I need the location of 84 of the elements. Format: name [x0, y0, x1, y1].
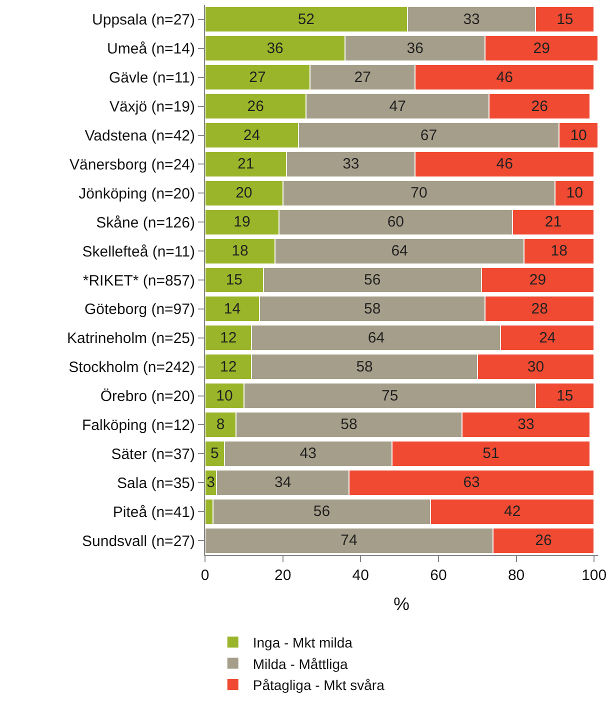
x-tick-label: 0 — [200, 567, 210, 584]
data-label: 74 — [340, 532, 358, 550]
data-label: 58 — [340, 416, 358, 434]
data-label: 42 — [504, 503, 521, 520]
data-label: 19 — [234, 214, 250, 231]
x-tick-label: 80 — [508, 567, 525, 584]
data-label: 46 — [496, 156, 513, 173]
y-tick-label: Uppsala (n=27) — [92, 12, 195, 29]
y-tick-label: Vadstena (n=42) — [84, 128, 195, 145]
y-tick-label: Örebro (n=20) — [100, 388, 195, 406]
data-label: 10 — [216, 387, 233, 404]
data-label: 36 — [406, 40, 424, 57]
data-label: 58 — [364, 300, 381, 318]
data-label: 33 — [342, 156, 360, 173]
data-label: 29 — [529, 272, 546, 288]
y-tick-label: *RIKET* (n=857) — [82, 272, 195, 290]
data-label: 34 — [274, 474, 292, 492]
data-label: 51 — [482, 445, 500, 462]
data-label: 33 — [463, 10, 480, 28]
data-label: 70 — [410, 184, 428, 202]
y-tick-label: Vänersborg (n=24) — [70, 156, 195, 174]
data-label: 20 — [236, 184, 252, 202]
data-label: 21 — [544, 214, 562, 231]
y-tick-label: Sala (n=35) — [117, 474, 195, 492]
data-label: 58 — [356, 358, 373, 376]
x-tick-label: 100 — [582, 567, 607, 584]
y-tick-label: Göteborg (n=97) — [84, 301, 195, 318]
data-label: 75 — [381, 387, 398, 404]
data-label: 24 — [539, 329, 556, 346]
x-tick-label: 60 — [430, 567, 447, 584]
data-label: 26 — [247, 98, 264, 115]
y-tick-label: Skåne (n=126) — [96, 214, 195, 232]
data-label: 24 — [243, 126, 260, 144]
data-label: 8 — [216, 416, 225, 434]
y-tick-label: Stockholm (n=242) — [68, 359, 195, 376]
y-tick-label: Piteå (n=41) — [112, 504, 195, 521]
y-tick-label: Säter (n=37) — [111, 446, 196, 463]
data-label: 36 — [266, 40, 284, 57]
legend-label: Påtagliga - Mkt svåra — [252, 676, 385, 693]
data-label: 3 — [206, 474, 216, 492]
data-label: 10 — [570, 126, 587, 144]
y-tick-label: Umeå (n=14) — [107, 40, 195, 58]
data-label: 15 — [226, 272, 243, 288]
data-label: 46 — [496, 68, 513, 86]
x-axis-title: % — [393, 594, 410, 614]
x-tick-label: 40 — [352, 567, 369, 584]
data-label: 26 — [535, 532, 552, 550]
data-label: 18 — [550, 242, 568, 260]
legend-label: Inga - Mkt milda — [252, 634, 353, 651]
data-label: 52 — [298, 10, 315, 28]
data-label: 43 — [300, 445, 316, 462]
data-label: 30 — [527, 358, 544, 376]
data-label: 10 — [566, 184, 583, 202]
y-tick-label: Falköping (n=12) — [82, 416, 196, 434]
data-label: 56 — [364, 272, 381, 288]
data-label: 26 — [531, 98, 548, 115]
data-label: 21 — [238, 156, 254, 173]
y-tick-label: Skellefteå (n=11) — [82, 243, 195, 260]
y-tick-label: Sundsvall (n=27) — [82, 532, 196, 550]
data-label: 64 — [368, 329, 385, 346]
data-label: 63 — [463, 474, 480, 492]
data-label: 28 — [531, 300, 548, 318]
y-tick-label: Växjö (n=19) — [110, 98, 195, 116]
legend-label: Milda - Måttliga — [252, 656, 348, 672]
data-label: 15 — [556, 387, 574, 404]
data-label: 47 — [389, 98, 406, 115]
data-label: 56 — [313, 503, 330, 520]
data-label: 33 — [518, 416, 534, 434]
data-label: 12 — [220, 329, 237, 346]
y-tick-label: Katrineholm (n=25) — [67, 330, 196, 348]
data-label: 27 — [354, 68, 371, 86]
y-tick-label: Jönköping (n=20) — [78, 185, 195, 202]
data-label: 27 — [249, 68, 266, 86]
data-label: 15 — [556, 10, 574, 28]
data-label: 12 — [220, 358, 237, 376]
x-tick-label: 20 — [274, 567, 292, 584]
data-label: 5 — [210, 445, 219, 462]
data-label: 64 — [391, 242, 408, 260]
data-label: 67 — [420, 126, 438, 144]
data-label: 29 — [533, 40, 550, 57]
data-label: 60 — [387, 214, 404, 231]
data-label: 14 — [224, 300, 241, 318]
data-label: 18 — [232, 242, 248, 260]
y-tick-label: Gävle (n=11) — [108, 70, 196, 87]
